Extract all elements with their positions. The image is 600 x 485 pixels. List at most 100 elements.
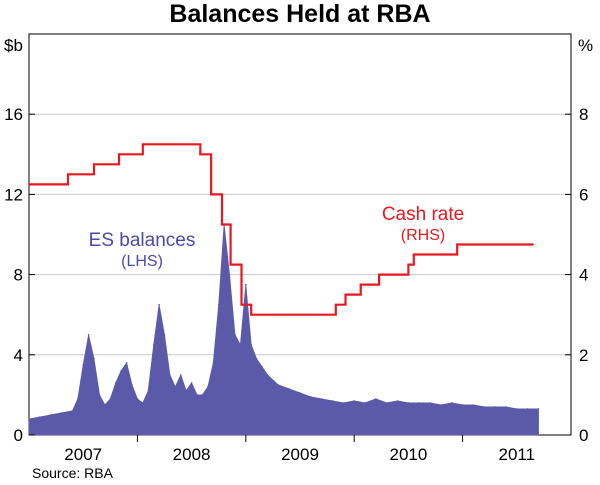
cash-rate-point — [221, 223, 223, 226]
cash-rate-point — [378, 273, 380, 276]
es-balances-point — [109, 398, 112, 400]
es-balances-point — [537, 408, 540, 410]
es-balances-point — [505, 406, 507, 408]
es-balances-point — [185, 390, 187, 392]
es-balances-point — [472, 404, 475, 406]
es-balances-point — [93, 358, 95, 360]
es-balances-point — [407, 402, 410, 404]
es-balances-point — [201, 394, 204, 396]
es-balances-point — [104, 404, 106, 406]
es-balances-label: ES balances — [88, 230, 196, 251]
right-tick-label-0: 0 — [579, 426, 588, 445]
axes: 0 4 8 12 16 0 2 4 6 8 2007 2008 2009 2010 2011 — [4, 105, 588, 464]
left-tick-label-2: 8 — [14, 266, 23, 285]
cash-rate-point — [67, 173, 69, 176]
es-balances-point — [440, 404, 442, 406]
es-balances-point — [152, 344, 155, 346]
x-tick-label-2: 2009 — [281, 445, 319, 464]
es-balances-point — [299, 392, 301, 394]
es-balances-point — [277, 384, 280, 386]
es-balances-point — [375, 398, 377, 400]
cash-rate-annotation: Cash rate (RHS) — [358, 204, 488, 246]
grid-lines — [29, 113, 571, 356]
es-balances-point — [174, 386, 177, 388]
es-balances-point — [364, 402, 366, 404]
es-balances-point — [261, 366, 263, 368]
cash-rate-axis-label: (RHS) — [400, 227, 446, 244]
es-balances-point — [136, 398, 139, 400]
cash-rate-point — [93, 163, 95, 166]
cash-rate-point — [141, 143, 144, 146]
es-balances-point — [451, 402, 453, 404]
es-balances-point — [217, 303, 220, 306]
es-balances-axis-label: (LHS) — [121, 253, 163, 270]
es-balances-annotation: ES balances (LHS) — [62, 230, 222, 272]
right-tick-label-3: 6 — [579, 185, 588, 204]
es-balances-point — [142, 402, 144, 404]
es-balances-point — [342, 402, 345, 404]
es-balances-point — [266, 374, 269, 376]
es-balances-point — [196, 394, 198, 396]
x-tick-label-3: 2010 — [389, 445, 427, 464]
cash-rate-layer — [28, 143, 534, 316]
es-balances-point — [483, 406, 486, 408]
es-balances-point — [234, 334, 236, 336]
cash-rate-point — [359, 283, 362, 286]
es-balances-point — [125, 362, 128, 364]
es-balances-point — [158, 303, 160, 306]
es-balances-point — [239, 344, 242, 346]
es-balances-point — [82, 364, 84, 366]
es-balances-point — [245, 283, 247, 286]
cash-rate-point — [266, 313, 269, 316]
x-tick-label-1: 2008 — [173, 445, 211, 464]
right-tick-label-4: 8 — [579, 105, 588, 124]
es-balances-point — [494, 406, 496, 408]
cash-rate-point — [344, 293, 347, 296]
cash-rate-point — [210, 193, 213, 196]
es-balances-point — [190, 382, 193, 384]
cash-rate-point — [326, 313, 328, 316]
es-balances-point — [385, 402, 388, 404]
es-balances-point — [169, 374, 171, 376]
cash-rate-point — [334, 303, 337, 306]
cash-rate-point — [515, 243, 518, 246]
left-tick-label-4: 16 — [4, 105, 23, 124]
es-balances-point — [114, 382, 117, 384]
left-tick-label-0: 0 — [14, 426, 23, 445]
source-note: Source: RBA — [32, 465, 113, 481]
cash-rate-point — [367, 283, 370, 286]
es-balances-point — [77, 398, 79, 400]
es-balances-point — [461, 404, 464, 406]
right-axis-unit: % — [578, 36, 594, 55]
es-balances-point — [255, 358, 258, 360]
cash-rate-point — [412, 253, 415, 256]
es-balances-point — [98, 394, 101, 396]
cash-rate-point — [456, 243, 459, 246]
right-tick-label-2: 4 — [579, 266, 588, 285]
es-balances-point — [516, 408, 518, 410]
es-balances-point — [60, 412, 63, 414]
es-balances-point — [331, 400, 334, 402]
es-balances-point — [71, 410, 74, 412]
left-axis-unit: $b — [4, 36, 23, 55]
cash-rate-point — [445, 253, 448, 256]
es-balances-point — [526, 408, 529, 410]
es-balances-point — [87, 334, 90, 336]
es-balances-point — [429, 402, 431, 404]
right-tick-label-1: 2 — [579, 346, 588, 365]
cash-rate-point — [407, 263, 410, 266]
cash-rate-point — [28, 183, 30, 186]
es-balances-point — [288, 388, 291, 390]
es-balances-point — [207, 386, 209, 388]
es-balances-point — [147, 390, 149, 392]
cash-rate-label: Cash rate — [381, 204, 465, 225]
x-tick-label-4: 2011 — [499, 445, 536, 464]
es-balances-point — [212, 362, 215, 364]
cash-rate-point — [532, 243, 534, 246]
es-balances-point — [131, 384, 133, 386]
es-balances-point — [49, 414, 52, 416]
es-balances-point — [250, 344, 252, 346]
cash-rate-point — [199, 153, 202, 156]
chart-title: Balances Held at RBA — [169, 0, 431, 28]
